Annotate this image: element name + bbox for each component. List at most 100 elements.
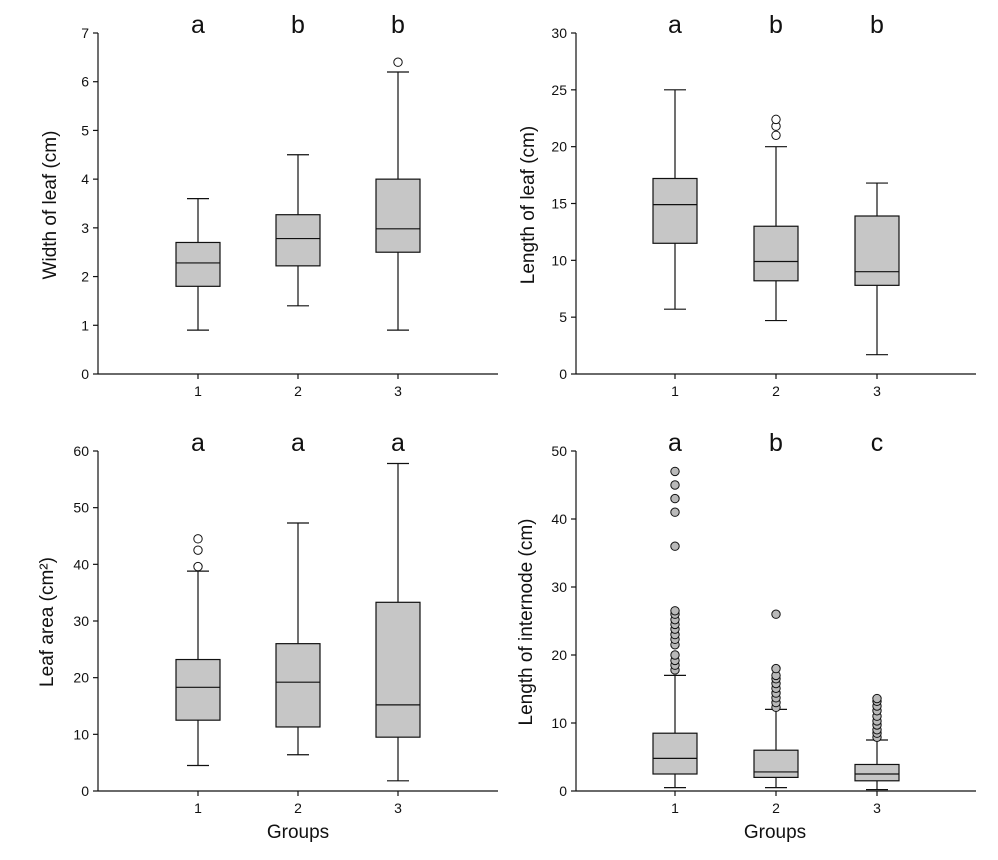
panel-length-of-leaf: Length of leaf (cm) 0 5 10 15 20 25 30 1 2 3 a b b [518, 11, 976, 399]
box-iqr [753, 749, 799, 779]
outlier-point [670, 541, 680, 551]
outlier-point [872, 693, 882, 704]
y-tick-label: 25 [551, 82, 567, 98]
significance-letter: a [191, 429, 205, 457]
x-tick-label: 3 [873, 800, 881, 816]
y-tick-label: 30 [551, 579, 567, 595]
y-tick-label: 7 [81, 25, 89, 41]
significance-letter: a [668, 11, 682, 39]
outlier-point [670, 480, 680, 490]
box-iqr [652, 732, 698, 775]
y-tick-label: 60 [73, 443, 89, 459]
outlier-point [771, 609, 781, 619]
x-tick-label: 2 [294, 800, 302, 816]
significance-letter: a [291, 429, 305, 457]
y-tick-label: 2 [81, 269, 89, 285]
y-tick-label: 30 [551, 25, 567, 41]
outlier-point [670, 493, 680, 504]
x-tick-label: 2 [772, 383, 780, 399]
y-tick-label: 6 [81, 74, 89, 90]
box-iqr [175, 241, 221, 287]
y-axis-title: Width of leaf (cm) [40, 131, 61, 280]
x-tick-label: 3 [394, 800, 402, 816]
y-tick-label: 20 [73, 670, 89, 686]
y-tick-label: 0 [81, 366, 89, 382]
box-group-2 [275, 522, 321, 756]
significance-letter: b [769, 429, 783, 457]
outlier-point [670, 466, 680, 477]
outlier-point [670, 507, 680, 517]
significance-letter: b [391, 11, 405, 39]
box-group-3 [854, 693, 900, 791]
y-tick-label: 10 [551, 715, 567, 731]
box-iqr [275, 214, 321, 267]
outlier-point [771, 663, 781, 674]
significance-letter: c [871, 429, 884, 457]
significance-letter: b [769, 11, 783, 39]
box-iqr [854, 763, 900, 782]
y-tick-label: 50 [551, 443, 567, 459]
y-tick-label: 40 [73, 556, 89, 572]
box-iqr [652, 177, 698, 244]
box-group-3 [854, 182, 900, 356]
box-group-2 [753, 609, 799, 789]
x-tick-label: 1 [194, 383, 202, 399]
box-group-2 [753, 114, 799, 322]
box-iqr [275, 643, 321, 728]
significance-letter: a [668, 429, 682, 457]
box-iqr [753, 225, 799, 282]
box-group-3 [375, 57, 421, 331]
box-group-1 [175, 534, 221, 767]
outlier-point [771, 130, 781, 141]
y-tick-label: 1 [81, 317, 89, 333]
y-tick-label: 40 [551, 511, 567, 527]
x-tick-label: 2 [772, 800, 780, 816]
box-iqr [854, 215, 900, 286]
y-tick-label: 20 [551, 647, 567, 663]
significance-letter: b [291, 11, 305, 39]
y-tick-label: 3 [81, 220, 89, 236]
x-tick-label: 3 [394, 383, 402, 399]
y-tick-label: 10 [551, 252, 567, 268]
outlier-point [193, 534, 203, 544]
y-tick-label: 50 [73, 500, 89, 516]
outlier-point [670, 606, 680, 616]
x-axis-title: Groups [267, 822, 329, 843]
outlier-point [193, 545, 203, 555]
significance-letter: b [870, 11, 884, 39]
box-iqr [175, 658, 221, 721]
significance-letter: a [391, 429, 405, 457]
box-iqr [375, 601, 421, 738]
x-axis-title: Groups [744, 822, 806, 843]
y-tick-label: 5 [81, 122, 89, 138]
outlier-point [670, 650, 680, 660]
y-tick-label: 5 [559, 309, 567, 325]
x-tick-label: 1 [194, 800, 202, 816]
outlier-point [393, 57, 403, 67]
box-group-1 [175, 198, 221, 331]
y-tick-label: 20 [551, 139, 567, 155]
x-tick-label: 1 [671, 800, 679, 816]
box-group-1 [652, 466, 698, 789]
y-tick-label: 0 [81, 783, 89, 799]
outlier-point [771, 114, 781, 125]
x-tick-label: 3 [873, 383, 881, 399]
y-axis-title: Length of internode (cm) [516, 518, 537, 725]
x-tick-label: 2 [294, 383, 302, 399]
outlier-point [193, 561, 203, 572]
y-axis-title: Length of leaf (cm) [518, 126, 539, 284]
panel-length-of-internode: Length of internode (cm) Groups 0 10 20 30 4… [516, 429, 976, 843]
panel-leaf-area: Leaf area (cm²) Groups 0 10 20 30 40 50 60 1 2 3 a… [37, 429, 498, 843]
y-tick-label: 0 [559, 783, 567, 799]
box-group-3 [375, 462, 421, 782]
box-group-2 [275, 154, 321, 307]
box-group-1 [652, 89, 698, 310]
y-tick-label: 4 [81, 171, 89, 187]
y-tick-label: 0 [559, 366, 567, 382]
y-axis-title: Leaf area (cm²) [37, 557, 58, 687]
panel-width-of-leaf: Width of leaf (cm) 0 1 2 3 4 5 6 7 1 2 3 a b b [40, 11, 498, 399]
significance-letter: a [191, 11, 205, 39]
x-tick-label: 1 [671, 383, 679, 399]
y-tick-label: 15 [551, 196, 567, 212]
